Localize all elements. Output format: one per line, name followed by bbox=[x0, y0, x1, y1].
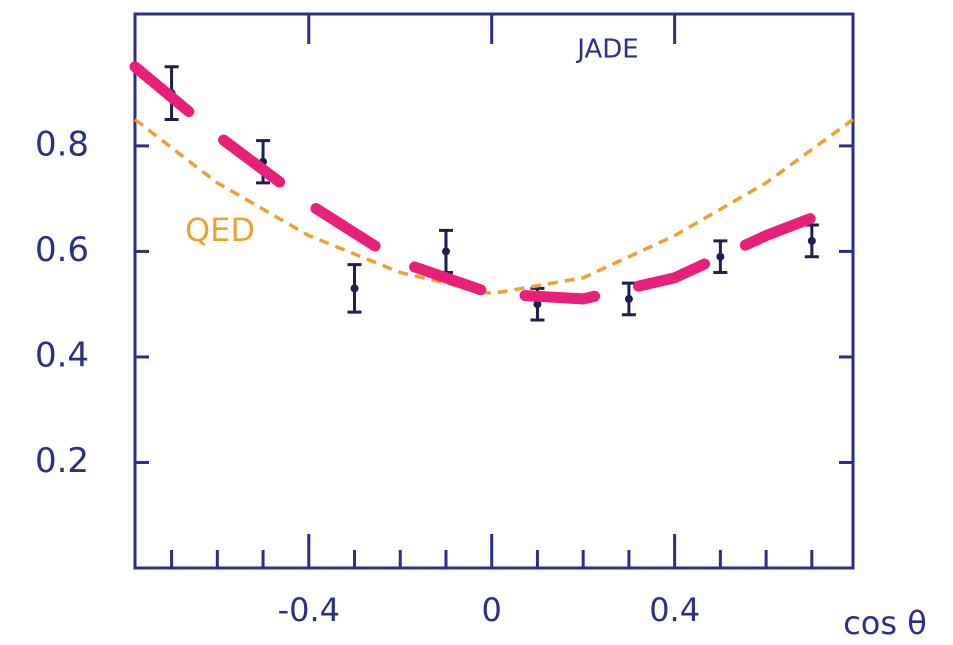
plot-frame bbox=[133, 12, 855, 570]
data-point bbox=[350, 284, 359, 293]
x-axis-label: cos θ bbox=[843, 604, 927, 642]
y-tick-label: 0.6 bbox=[35, 230, 89, 270]
curve bbox=[129, 61, 854, 305]
data-point bbox=[533, 300, 542, 309]
data-point bbox=[716, 252, 725, 261]
y-tick-label: 0.4 bbox=[35, 335, 89, 375]
y-tick-label: 0.2 bbox=[35, 441, 89, 481]
x-tick-label: 0 bbox=[482, 591, 502, 629]
x-tick-label: -0.4 bbox=[278, 591, 340, 629]
y-tick-label: 0.8 bbox=[35, 124, 89, 164]
curve bbox=[133, 118, 855, 296]
data-point bbox=[624, 294, 633, 303]
data-point bbox=[807, 236, 816, 245]
annotation: JADE bbox=[575, 35, 638, 65]
data-point bbox=[441, 247, 450, 256]
x-tick-label: 0.4 bbox=[649, 591, 700, 629]
curve-label: QED bbox=[185, 211, 255, 249]
